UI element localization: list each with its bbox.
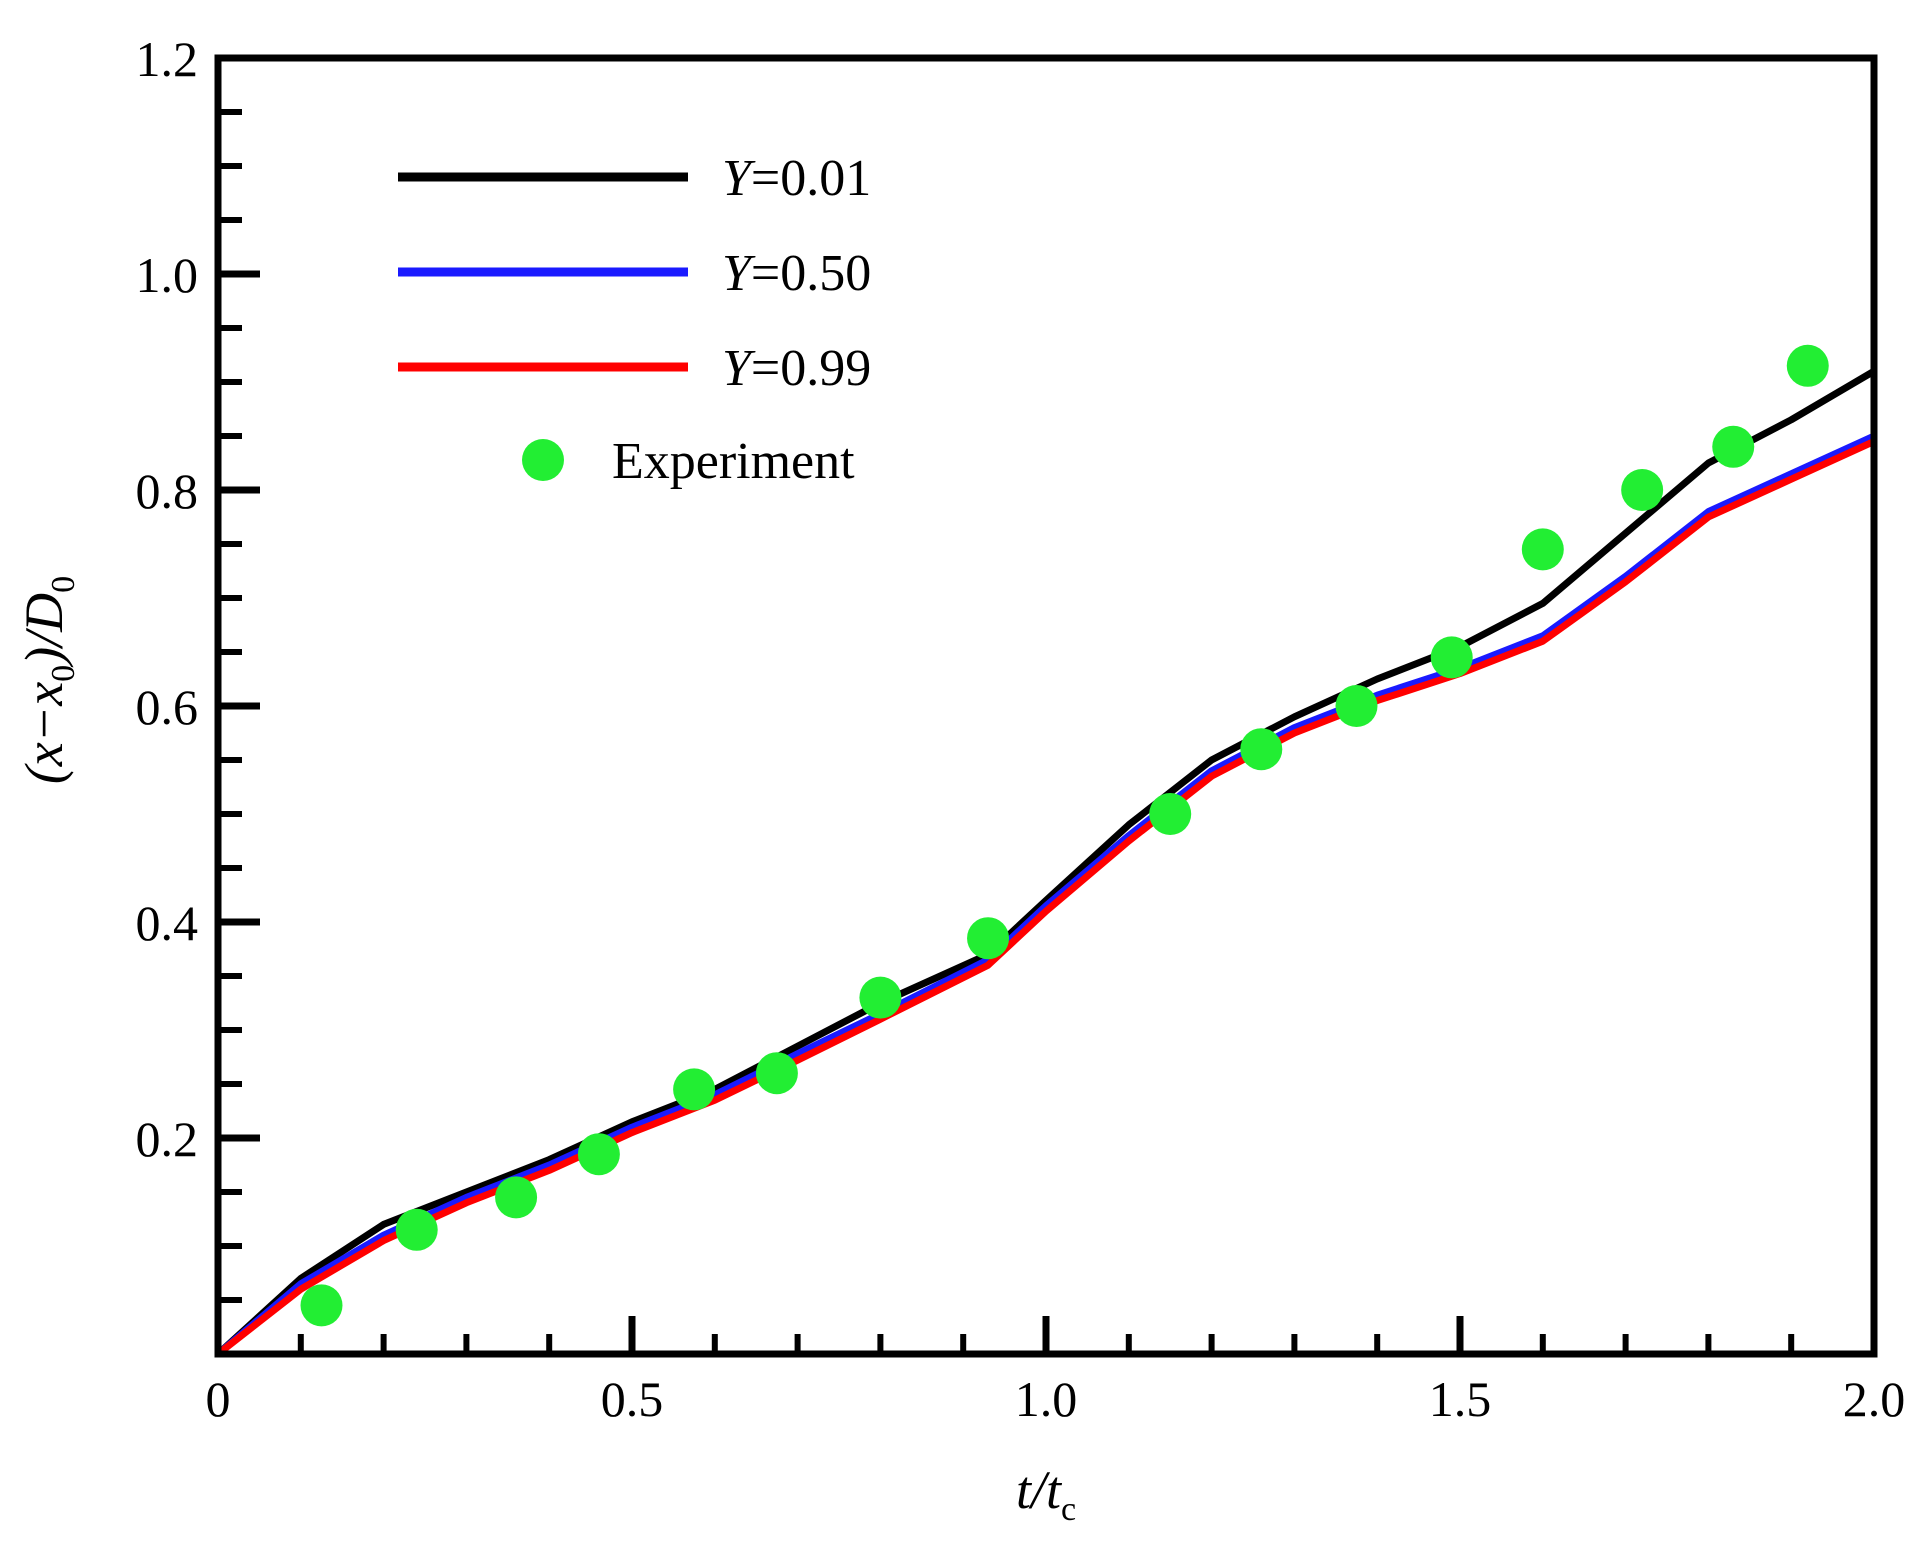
experiment-point xyxy=(1786,344,1829,387)
experiment-point xyxy=(1149,793,1192,835)
x-tick-label: 0 xyxy=(206,1371,231,1427)
experiment-point xyxy=(1621,469,1664,511)
tick-labels: 0 0.5 1.0 1.5 2.0 0.2 0.4 0.6 0.8 1.0 1.2 xyxy=(136,31,1906,1427)
axis-ticks xyxy=(218,109,1795,1354)
y-axis-title-sub2: 0 xyxy=(45,576,82,593)
x-axis-title-sub: c xyxy=(1061,1491,1076,1528)
plot-frame xyxy=(214,54,1878,1358)
x-tick-label: 2.0 xyxy=(1843,1371,1906,1427)
legend-label-val: =0.01 xyxy=(751,150,871,207)
y-tick-label: 0.2 xyxy=(136,1111,199,1167)
series-line-2 xyxy=(215,438,1876,1357)
experiment-point xyxy=(395,1208,438,1251)
legend-marker-experiment xyxy=(522,439,564,481)
x-tick-label: 1.5 xyxy=(1429,1371,1492,1427)
experiment-point xyxy=(673,1068,716,1111)
experiment-point xyxy=(859,976,902,1019)
experiment-point xyxy=(967,917,1010,960)
experiment-point xyxy=(577,1133,620,1176)
legend-label-1: Y=0.50 xyxy=(722,245,871,302)
legend-label-var: Y xyxy=(722,150,756,207)
legend-label-val: =0.50 xyxy=(751,245,871,302)
experiment-point xyxy=(1430,636,1473,679)
y-axis-title-sub1: 0 xyxy=(45,665,82,682)
experiment-point xyxy=(1712,425,1755,468)
x-axis-title-main: t/t xyxy=(1016,1460,1063,1520)
experiment-point xyxy=(1335,685,1378,727)
experiment-point xyxy=(495,1176,538,1219)
y-axis-title-pre: (x−x xyxy=(14,682,74,784)
experiment-point xyxy=(1521,528,1564,571)
y-axis-title-mid: )/D xyxy=(14,593,74,668)
experiment-point xyxy=(300,1284,343,1327)
y-tick-label: 1.2 xyxy=(136,31,199,87)
experiment-point xyxy=(755,1052,798,1095)
plot-series xyxy=(215,344,1876,1357)
y-tick-label: 1.0 xyxy=(136,247,199,303)
series-line-0 xyxy=(215,368,1876,1357)
y-axis-title: (x−x0)/D0 xyxy=(14,576,82,784)
y-tick-label: 0.8 xyxy=(136,463,199,519)
legend-label-0: Y=0.01 xyxy=(722,150,871,207)
legend-label-experiment: Experiment xyxy=(612,433,855,490)
legend-label-var: Y xyxy=(722,340,756,397)
x-axis-title: t/tc xyxy=(1016,1460,1076,1528)
y-tick-label: 0.4 xyxy=(136,895,199,951)
y-tick-label: 0.6 xyxy=(136,679,199,735)
experiment-point xyxy=(1240,728,1283,771)
x-tick-label: 0.5 xyxy=(601,1371,664,1427)
legend-label-val: =0.99 xyxy=(751,340,871,397)
series-line-1 xyxy=(215,432,1876,1357)
legend-label-2: Y=0.99 xyxy=(722,340,871,397)
x-tick-label: 1.0 xyxy=(1015,1371,1078,1427)
legend-label-var: Y xyxy=(722,245,756,302)
